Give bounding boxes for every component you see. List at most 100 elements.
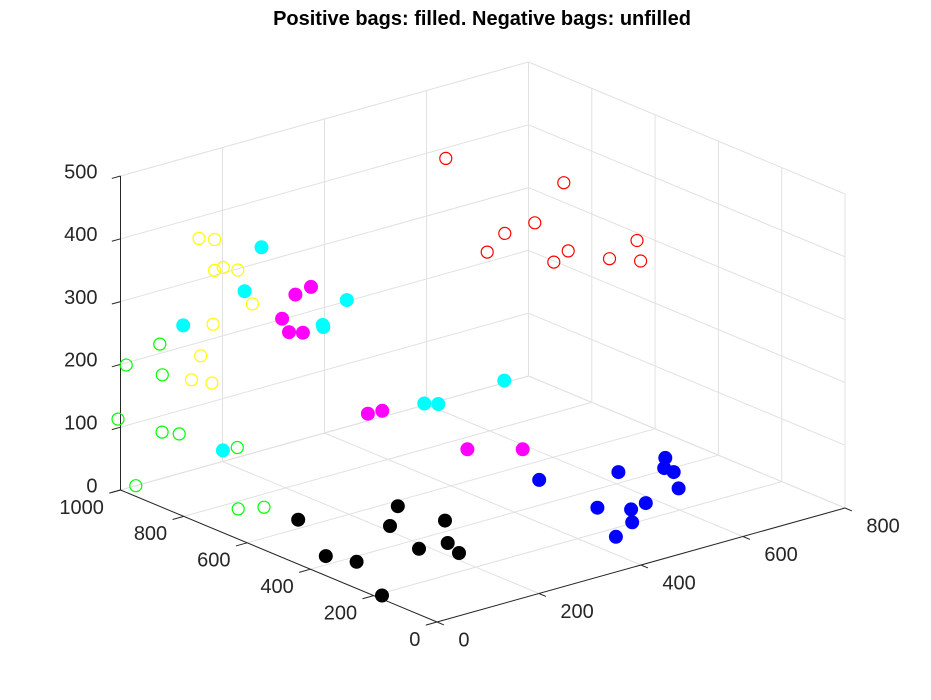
- side-wall-grid-line: [528, 312, 846, 446]
- negative-bag-point: [192, 231, 206, 245]
- negative-bag-point: [208, 263, 222, 277]
- y-tick: [235, 542, 248, 547]
- positive-bag-point: [295, 325, 310, 340]
- axis-layer: [109, 175, 853, 626]
- negative-bag-point: [153, 337, 167, 351]
- positive-bag-point: [304, 279, 318, 294]
- positive-bag-point: [375, 588, 389, 603]
- positive-bag-point: [291, 512, 306, 527]
- negative-bag-point: [119, 358, 133, 372]
- z-tick: [111, 301, 121, 305]
- positive-bag-point: [440, 536, 455, 550]
- negative-bag-point: [155, 425, 169, 439]
- positive-bag-point: [383, 519, 397, 533]
- z-tick: [111, 426, 121, 431]
- negative-bag-point: [111, 412, 125, 426]
- x-tick: [538, 593, 547, 597]
- negative-bag-point: [155, 368, 169, 382]
- negative-bag-point: [208, 232, 222, 247]
- positive-bag-point: [412, 541, 426, 556]
- z-tick-label: 400: [64, 224, 97, 246]
- floor-grid-line: [246, 428, 656, 544]
- floor-grid-line: [183, 401, 592, 517]
- side-wall-grid-line: [528, 124, 846, 258]
- positive-bag-point: [275, 311, 290, 326]
- negative-bag-point: [547, 255, 561, 269]
- positive-bag-point: [460, 442, 475, 457]
- y-tick: [362, 595, 374, 600]
- data-points: [111, 151, 686, 603]
- positive-bag-point: [638, 496, 653, 511]
- negative-bag-point: [630, 233, 644, 248]
- side-wall-grid-line: [528, 187, 846, 321]
- negative-bag-point: [205, 376, 219, 390]
- negative-bag-point: [231, 502, 245, 516]
- y-tick-label: 800: [134, 523, 167, 545]
- side-wall-grid-line: [528, 249, 846, 383]
- back-wall-grid-line: [120, 375, 529, 491]
- positive-bag-point: [452, 546, 466, 560]
- positive-bag-point: [339, 293, 354, 308]
- positive-bag-point: [431, 397, 446, 411]
- x-tick: [742, 536, 751, 540]
- y-tick: [172, 515, 184, 521]
- positive-bag-point: [390, 499, 405, 514]
- back-wall-grid-line: [120, 61, 529, 177]
- positive-bag-point: [417, 396, 432, 411]
- negative-bag-point: [245, 297, 259, 311]
- negative-bag-point: [216, 260, 230, 274]
- negative-bag-point: [194, 349, 208, 363]
- positive-bag-point: [671, 481, 686, 496]
- z-tick-label: 500: [64, 161, 97, 183]
- negative-bag-point: [206, 317, 220, 331]
- positive-bag-point: [515, 442, 530, 457]
- y-tick-label: 600: [197, 550, 230, 572]
- positive-bag-point: [497, 373, 512, 388]
- y-tick: [425, 621, 438, 626]
- y-tick-label: 200: [324, 602, 357, 624]
- floor-grid-line: [310, 454, 719, 570]
- x-tick-label: 600: [764, 544, 797, 566]
- negative-bag-point: [129, 479, 143, 493]
- negative-bag-point: [557, 176, 571, 190]
- z-tick-label: 300: [64, 287, 97, 309]
- side-wall-grid-line: [528, 375, 846, 509]
- negative-bag-point: [230, 440, 244, 455]
- y-tick-label: 0: [409, 629, 420, 651]
- back-wall-grid-line: [120, 312, 529, 428]
- floor-grid-line: [373, 481, 782, 597]
- floor-grid-line: [426, 404, 744, 537]
- positive-bag-point: [438, 513, 452, 528]
- y-tick-label: 1000: [59, 497, 104, 519]
- z-tick: [111, 238, 121, 242]
- x-tick: [640, 564, 649, 569]
- y-tick-label: 400: [260, 576, 293, 598]
- back-wall-grid-line: [120, 249, 529, 365]
- positive-bag-point: [375, 403, 390, 418]
- negative-bag-point: [633, 254, 648, 268]
- positive-bag-point: [318, 549, 333, 564]
- positive-bag-point: [215, 443, 230, 458]
- positive-bag-point: [237, 284, 252, 299]
- positive-bag-point: [611, 465, 626, 480]
- z-tick: [111, 175, 121, 179]
- positive-bag-point: [590, 500, 605, 515]
- z-tick-label: 0: [86, 475, 97, 497]
- x-tick-label: 0: [458, 630, 469, 652]
- negative-bag-point: [257, 500, 271, 514]
- z-tick: [111, 489, 121, 493]
- floor-grid-line: [222, 461, 540, 594]
- y-tick: [299, 568, 311, 573]
- positive-bag-point: [532, 472, 547, 487]
- positive-bag-point: [316, 320, 331, 334]
- negative-bag-point: [184, 373, 199, 387]
- chart-title: Positive bags: filled. Negative bags: un…: [273, 8, 691, 30]
- tick-labels: 0200400600800020040060080010000100200300…: [59, 161, 899, 651]
- x-tick: [436, 621, 445, 626]
- positive-bag-point: [282, 325, 296, 340]
- positive-bag-point: [349, 554, 364, 569]
- back-wall-grid-line: [120, 187, 529, 303]
